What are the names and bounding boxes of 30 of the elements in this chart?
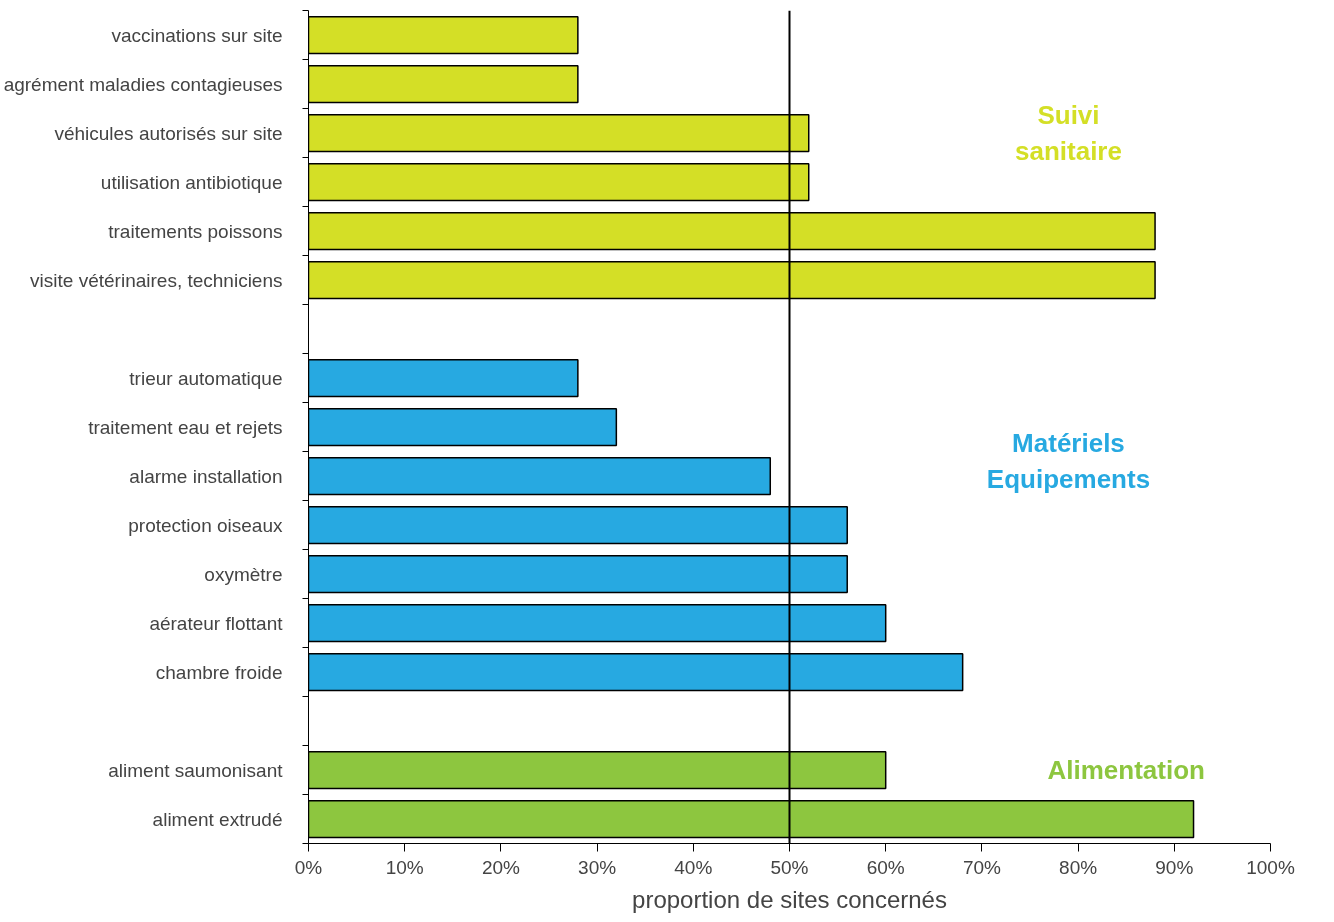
y-tick-label: véhicules autorisés sur site: [54, 122, 283, 144]
text: Matériels Equipements: [986, 428, 1151, 495]
y-tick-label: trieur automatique: [129, 367, 283, 389]
x-tick-label: 50%: [770, 856, 809, 878]
x-axis-title: proportion de sites concernés: [632, 885, 947, 913]
x-tick-label: 100%: [1246, 856, 1295, 878]
y-tick-label: visite vétérinaires, techniciens: [30, 269, 283, 291]
series-label: Suivi sanitaire: [1015, 100, 1122, 166]
y-tick-label: aliment saumonisant: [108, 759, 284, 781]
y-tick-label: chambre froide: [155, 661, 283, 683]
y-tick-label: traitement eau et rejets: [88, 416, 283, 438]
x-tick-label: 20%: [481, 856, 521, 878]
y-tick-label: aliment extrudé: [152, 808, 283, 830]
x-tick-label: 0%: [294, 856, 323, 878]
x-tick-label: 70%: [962, 856, 1002, 878]
x-tick-label: 40%: [674, 856, 713, 878]
y-tick-label: aérateur flottant: [149, 612, 284, 634]
x-tick-label: 90%: [1155, 856, 1194, 878]
y-tick-label: traitements poissons: [108, 220, 283, 242]
y-tick-label: agrément maladies contagieuses: [3, 73, 283, 95]
y-tick-label: protection oiseaux: [128, 514, 283, 536]
y-tick-label: utilisation antibiotique: [100, 171, 283, 193]
series-label: Alimentation: [1047, 755, 1205, 785]
y-tick-label: alarme installation: [129, 465, 283, 487]
y-tick-label: vaccinations sur site: [111, 24, 283, 46]
y-tick-label: oxymètre: [204, 563, 283, 585]
x-tick-label: 10%: [385, 856, 424, 878]
x-tick-label: 30%: [578, 856, 617, 878]
x-tick-label: 80%: [1059, 856, 1098, 878]
x-tick-label: 60%: [866, 856, 905, 878]
